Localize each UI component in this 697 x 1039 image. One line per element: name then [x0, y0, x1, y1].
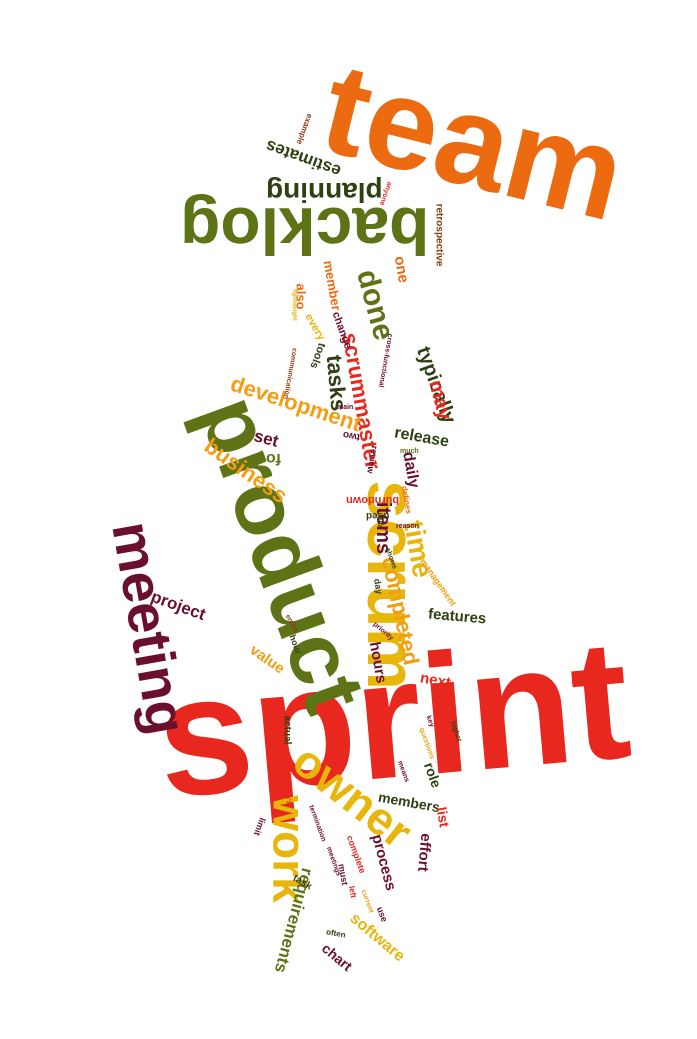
word-release: release	[393, 424, 451, 451]
word-current: current	[359, 888, 375, 915]
word-lightweight: lightweight	[290, 289, 297, 321]
word-retrospective: retrospective	[433, 203, 445, 267]
word-use: use	[374, 905, 390, 924]
word-much: much	[400, 448, 419, 455]
word-software: software	[346, 909, 408, 966]
word-change: change	[329, 310, 354, 351]
word-reason: reason	[396, 523, 419, 530]
word-two: two	[342, 428, 361, 443]
word-effort: effort	[414, 832, 435, 873]
word-one: one	[390, 254, 413, 285]
word-may: may	[424, 377, 456, 423]
word-often: often	[325, 927, 347, 940]
word-list: list	[433, 805, 453, 829]
word-four: four	[250, 450, 282, 467]
word-chart: chart	[318, 939, 356, 975]
word-main: main	[337, 404, 354, 411]
word-complete: complete	[344, 834, 368, 875]
word-cross-functional: cross-functional	[377, 333, 394, 388]
word-burndown: burndown	[346, 494, 400, 506]
word-every: every	[302, 311, 328, 343]
word-actual: actual	[281, 715, 293, 745]
word-meeting: meeting	[100, 516, 200, 740]
word-go: go	[376, 517, 385, 528]
word-left: left	[347, 885, 358, 899]
word-meetings: meetings	[324, 845, 342, 878]
word-example: example	[294, 112, 315, 146]
word-planning: planning	[266, 177, 383, 208]
word-day: day	[371, 577, 385, 595]
